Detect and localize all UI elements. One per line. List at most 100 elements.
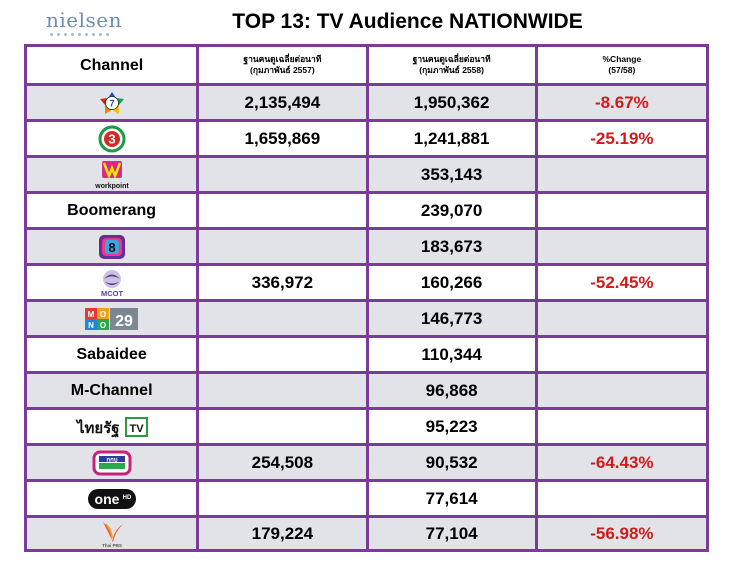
- change-value: -56.98%: [537, 518, 706, 549]
- value-2557: 336,972: [199, 266, 366, 299]
- table-row: M-Channel 96,868: [27, 374, 706, 407]
- value-2557: 2,135,494: [199, 86, 366, 119]
- value-2557: 254,508: [199, 446, 366, 479]
- svg-text:กกบ: กกบ: [106, 456, 117, 463]
- table-row: กกบ 254,508 90,532 -64.43%: [27, 446, 706, 479]
- audience-table: Channel ฐานคนดูเฉลี่ยต่อนาที (กุมภาพันธ์ …: [24, 44, 709, 552]
- change-value: -52.45%: [537, 266, 706, 299]
- thai-pbs-icon: Thai PBS: [102, 521, 123, 548]
- one-hd-icon: one HD: [87, 488, 136, 509]
- nielsen-logo: nielsen: [46, 8, 122, 38]
- change-value: -8.67%: [537, 86, 706, 119]
- logo-text: nielsen: [46, 8, 122, 32]
- header-feb-2558: ฐานคนดูเฉลี่ยต่อนาที (กุมภาพันธ์ 2558): [368, 47, 535, 83]
- page-title: TOP 13: TV Audience NATIONWIDE: [232, 10, 583, 33]
- table-row: Thai PBS 179,224 77,104 -56.98%: [27, 518, 706, 549]
- channel-name: Boomerang: [67, 201, 157, 219]
- nbt-icon: กกบ: [92, 450, 132, 475]
- value-2557: [199, 338, 366, 371]
- mcot-icon: MCOT: [101, 269, 123, 298]
- table-row: one HD 77,614: [27, 482, 706, 515]
- table-row: MCOT 336,972 160,266 -52.45%: [27, 266, 706, 299]
- thairath-tv-icon: ไทยรัฐ TV: [75, 416, 148, 438]
- svg-text:Thai PBS: Thai PBS: [102, 543, 122, 548]
- change-value: [537, 158, 706, 191]
- change-value: -25.19%: [537, 122, 706, 155]
- header-channel: Channel: [27, 47, 197, 83]
- channel-cell: Thai PBS: [27, 518, 197, 549]
- change-value: [537, 482, 706, 515]
- change-value: -64.43%: [537, 446, 706, 479]
- svg-text:HD: HD: [122, 495, 131, 501]
- channel-name: Sabaidee: [76, 345, 147, 363]
- change-value: [537, 230, 706, 263]
- logo-dots: [46, 33, 116, 36]
- ch7-icon: 7: [99, 91, 124, 114]
- value-2558: 77,614: [368, 482, 535, 515]
- change-value: [537, 302, 706, 335]
- channel-cell: MCOT: [27, 266, 197, 299]
- value-2557: [199, 410, 366, 443]
- value-2557: [199, 194, 366, 227]
- svg-text:M: M: [87, 310, 94, 319]
- value-2557: [199, 482, 366, 515]
- value-2558: 146,773: [368, 302, 535, 335]
- value-2558: 95,223: [368, 410, 535, 443]
- channel-cell: กกบ: [27, 446, 197, 479]
- channel-cell: 3: [27, 122, 197, 155]
- ch3-icon: 3: [98, 125, 126, 152]
- table-row: ไทยรัฐ TV 95,223: [27, 410, 706, 443]
- header-change: %Change (57/58): [537, 47, 706, 83]
- change-value: [537, 374, 706, 407]
- svg-text:7: 7: [109, 98, 114, 108]
- value-2558: 353,143: [368, 158, 535, 191]
- value-2558: 183,673: [368, 230, 535, 263]
- workpoint-icon: workpoint: [94, 160, 129, 190]
- channel-cell: Sabaidee: [27, 338, 197, 371]
- value-2558: 239,070: [368, 194, 535, 227]
- change-value: [537, 410, 706, 443]
- channel-name: M-Channel: [70, 381, 153, 399]
- table-row: 7 2,135,494 1,950,362 -8.67%: [27, 86, 706, 119]
- table-row: Sabaidee 110,344: [27, 338, 706, 371]
- value-2557: [199, 158, 366, 191]
- svg-text:one: one: [94, 491, 119, 507]
- table-row: workpoint 353,143: [27, 158, 706, 191]
- channel-cell: 7: [27, 86, 197, 119]
- svg-text:3: 3: [108, 131, 115, 146]
- value-2558: 160,266: [368, 266, 535, 299]
- value-2558: 90,532: [368, 446, 535, 479]
- channel-cell: workpoint: [27, 158, 197, 191]
- svg-text:ไทยรัฐ: ไทยรัฐ: [75, 418, 120, 438]
- channel-cell: ไทยรัฐ TV: [27, 410, 197, 443]
- svg-text:O: O: [100, 321, 106, 330]
- channel-cell: 8: [27, 230, 197, 263]
- svg-text:8: 8: [108, 240, 115, 255]
- value-2557: [199, 230, 366, 263]
- header-feb-2557: ฐานคนดูเฉลี่ยต่อนาที (กุมภาพันธ์ 2557): [199, 47, 366, 83]
- mono29-icon: M O N O 29: [84, 307, 138, 330]
- value-2558: 1,241,881: [368, 122, 535, 155]
- value-2558: 1,950,362: [368, 86, 535, 119]
- svg-text:N: N: [88, 321, 94, 330]
- value-2557: 1,659,869: [199, 122, 366, 155]
- table-row: M O N O 29 146,773: [27, 302, 706, 335]
- value-2557: [199, 302, 366, 335]
- svg-text:workpoint: workpoint: [94, 183, 129, 190]
- table-row: 3 1,659,869 1,241,881 -25.19%: [27, 122, 706, 155]
- value-2558: 77,104: [368, 518, 535, 549]
- table-row: Boomerang 239,070: [27, 194, 706, 227]
- channel-cell: one HD: [27, 482, 197, 515]
- table-header-row: Channel ฐานคนดูเฉลี่ยต่อนาที (กุมภาพันธ์ …: [27, 47, 706, 83]
- value-2558: 110,344: [368, 338, 535, 371]
- svg-text:MCOT: MCOT: [101, 289, 123, 298]
- change-value: [537, 194, 706, 227]
- value-2557: [199, 374, 366, 407]
- value-2557: 179,224: [199, 518, 366, 549]
- svg-text:TV: TV: [129, 423, 144, 435]
- value-2558: 96,868: [368, 374, 535, 407]
- svg-text:O: O: [100, 310, 106, 319]
- change-value: [537, 338, 706, 371]
- channel-cell: Boomerang: [27, 194, 197, 227]
- table-row: 8 183,673: [27, 230, 706, 263]
